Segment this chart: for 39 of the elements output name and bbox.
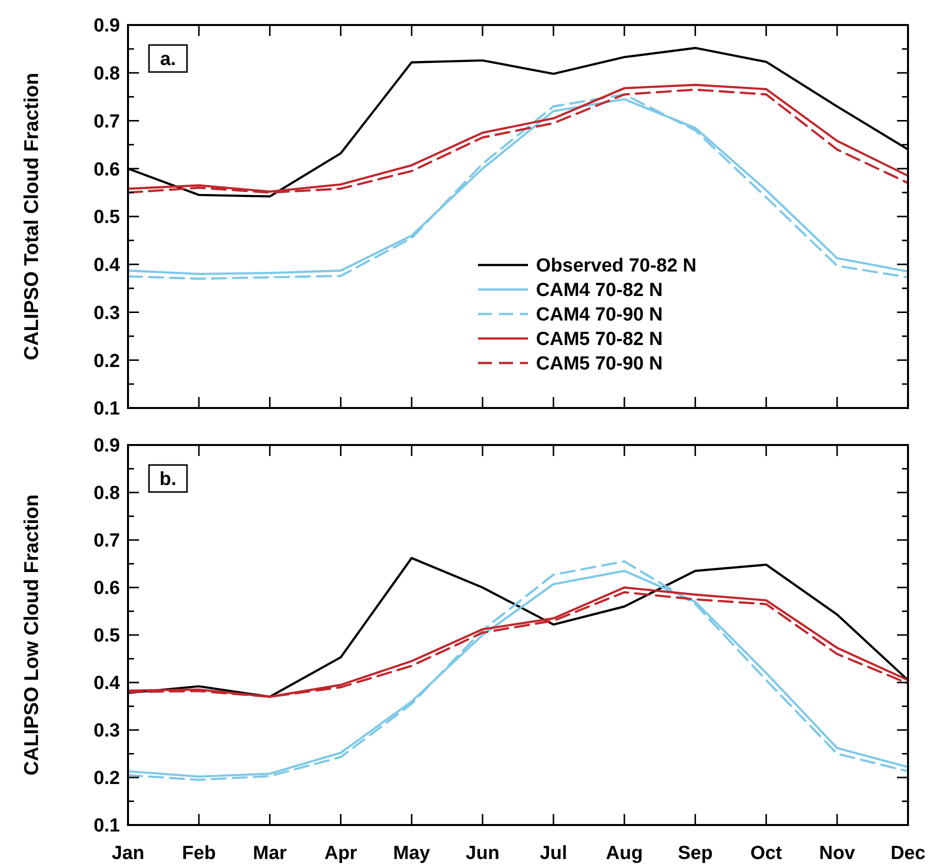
y-tick-label: 0.7 (94, 530, 120, 552)
y-tick-label: 0.3 (94, 720, 120, 742)
legend-label: CAM4 70-82 N (536, 280, 663, 302)
legend-label: CAM5 70-90 N (536, 354, 663, 375)
y-axis-title: CALIPSO Total Cloud Fraction (21, 72, 43, 360)
x-tick-label: Feb (182, 843, 216, 864)
y-tick-label: 0.5 (94, 207, 120, 228)
annotation: a. (160, 49, 176, 70)
legend-label: CAM4 70-90 N (536, 304, 663, 326)
x-tick-label: Dec (890, 843, 926, 864)
x-tick-label: Mar (252, 843, 288, 864)
x-tick-label: Sep (678, 843, 713, 864)
x-tick-label: May (393, 843, 431, 864)
y-tick-label: 0.4 (94, 673, 120, 694)
x-tick-label: Apr (324, 843, 358, 864)
y-tick-label: 0.2 (94, 350, 120, 372)
y-tick-label: 0.8 (94, 483, 120, 504)
x-tick-label: Jan (112, 843, 144, 864)
x-tick-label: Oct (750, 843, 783, 864)
legend-label: Observed 70-82 N (536, 256, 697, 277)
y-tick-label: 0.4 (94, 255, 120, 276)
y-tick-label: 0.8 (94, 64, 120, 85)
y-tick-label: 0.6 (94, 159, 120, 180)
y-tick-label: 0.9 (94, 436, 120, 457)
legend-label: CAM5 70-82 N (536, 329, 663, 350)
y-tick-label: 0.5 (94, 626, 120, 647)
y-tick-label: 0.1 (94, 816, 120, 837)
annotation: b. (160, 469, 176, 490)
y-tick-label: 0.7 (94, 111, 120, 132)
x-tick-label: Jun (466, 843, 500, 864)
y-axis-title: CALIPSO Low Cloud Fraction (21, 494, 43, 776)
y-tick-label: 0.6 (94, 578, 120, 600)
x-tick-label: Jul (540, 843, 568, 864)
x-tick-label: Nov (819, 843, 856, 864)
y-tick-label: 0.9 (94, 16, 120, 37)
y-tick-label: 0.3 (94, 302, 120, 324)
y-tick-label: 0.2 (94, 768, 120, 790)
x-tick-label: Aug (606, 843, 643, 864)
y-tick-label: 0.1 (94, 398, 120, 420)
